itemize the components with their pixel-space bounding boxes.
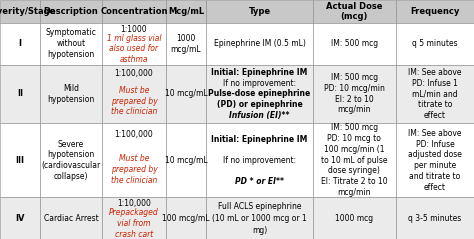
Text: Infusion (EI)**: Infusion (EI)** bbox=[229, 111, 290, 120]
Bar bbox=[396, 197, 474, 239]
Text: IV: IV bbox=[15, 214, 25, 223]
Bar bbox=[313, 197, 396, 239]
Bar bbox=[102, 65, 166, 123]
Text: Severity/Stage: Severity/Stage bbox=[0, 7, 55, 16]
Text: 10 mcg/mL: 10 mcg/mL bbox=[165, 89, 207, 98]
Text: Must be
prepared by
the clinician: Must be prepared by the clinician bbox=[110, 86, 157, 116]
Bar bbox=[206, 197, 313, 239]
Bar bbox=[396, 123, 474, 197]
Text: Severe
hypotension
(cardiovascular
collapse): Severe hypotension (cardiovascular colla… bbox=[42, 140, 100, 181]
Text: Type: Type bbox=[248, 7, 271, 16]
Text: 1000 mcg: 1000 mcg bbox=[335, 214, 374, 223]
Text: Frequency: Frequency bbox=[410, 7, 460, 16]
Text: IM: 500 mcg
PD: 10 mcg/min
EI: 2 to 10
mcg/min: IM: 500 mcg PD: 10 mcg/min EI: 2 to 10 m… bbox=[324, 73, 385, 114]
Bar bbox=[40, 65, 102, 123]
Bar bbox=[396, 65, 474, 123]
Text: q 3-5 minutes: q 3-5 minutes bbox=[408, 214, 462, 223]
Bar bbox=[0, 23, 40, 65]
Bar bbox=[0, 123, 40, 197]
Bar bbox=[0, 65, 40, 123]
Text: Pulse-dose epinephrine: Pulse-dose epinephrine bbox=[209, 89, 310, 98]
Text: Initial: Epinephrine IM: Initial: Epinephrine IM bbox=[211, 68, 308, 77]
Text: Must be
prepared by
the clinician: Must be prepared by the clinician bbox=[110, 154, 157, 185]
Bar bbox=[0, 197, 40, 239]
Bar bbox=[40, 23, 102, 65]
Bar bbox=[166, 123, 206, 197]
Text: IM: See above
PD: Infuse
adjusted dose
per minute
and titrate to
effect: IM: See above PD: Infuse adjusted dose p… bbox=[408, 129, 462, 192]
Bar bbox=[313, 65, 396, 123]
Text: Full ACLS epinephrine: Full ACLS epinephrine bbox=[218, 202, 301, 211]
Text: If no improvement:: If no improvement: bbox=[223, 156, 296, 165]
Bar bbox=[102, 123, 166, 197]
Text: 100 mcg/mL: 100 mcg/mL bbox=[162, 214, 210, 223]
Text: PD * or EI**: PD * or EI** bbox=[235, 177, 284, 186]
Bar bbox=[313, 123, 396, 197]
Text: IM: 500 mcg: IM: 500 mcg bbox=[331, 39, 378, 48]
Bar bbox=[166, 197, 206, 239]
Bar bbox=[40, 197, 102, 239]
Text: 1:100,000: 1:100,000 bbox=[115, 130, 153, 139]
Bar bbox=[206, 0, 313, 23]
Bar bbox=[396, 23, 474, 65]
Bar bbox=[313, 0, 396, 23]
Bar bbox=[102, 0, 166, 23]
Text: q 5 minutes: q 5 minutes bbox=[412, 39, 458, 48]
Bar bbox=[0, 0, 40, 23]
Text: mg): mg) bbox=[252, 226, 267, 234]
Text: I: I bbox=[18, 39, 22, 48]
Text: Initial: Epinephrine IM: Initial: Epinephrine IM bbox=[211, 135, 308, 144]
Text: 1 ml glass vial
also used for
asthma: 1 ml glass vial also used for asthma bbox=[107, 34, 161, 64]
Text: 1:10,000: 1:10,000 bbox=[117, 199, 151, 208]
Text: II: II bbox=[17, 89, 23, 98]
Bar bbox=[313, 23, 396, 65]
Text: Mild
hypotension: Mild hypotension bbox=[47, 84, 95, 104]
Text: Epinephrine IM (0.5 mL): Epinephrine IM (0.5 mL) bbox=[214, 39, 305, 48]
Text: (10 mL or 1000 mcg or 1: (10 mL or 1000 mcg or 1 bbox=[212, 214, 307, 223]
Text: Concentration: Concentration bbox=[100, 7, 168, 16]
Text: Symptomatic
without
hypotension: Symptomatic without hypotension bbox=[46, 28, 97, 59]
Text: 1000
mcg/mL: 1000 mcg/mL bbox=[171, 34, 201, 54]
Bar bbox=[206, 123, 313, 197]
Bar bbox=[206, 23, 313, 65]
Text: IM: See above
PD: Infuse 1
mL/min and
titrate to
effect: IM: See above PD: Infuse 1 mL/min and ti… bbox=[408, 68, 462, 120]
Bar bbox=[102, 23, 166, 65]
Bar bbox=[166, 23, 206, 65]
Text: If no improvement:: If no improvement: bbox=[223, 79, 296, 88]
Bar bbox=[206, 65, 313, 123]
Bar bbox=[166, 0, 206, 23]
Text: Mcg/mL: Mcg/mL bbox=[168, 7, 204, 16]
Bar bbox=[102, 197, 166, 239]
Text: 1:1000: 1:1000 bbox=[120, 25, 147, 34]
Text: Actual Dose
(mcg): Actual Dose (mcg) bbox=[326, 2, 383, 21]
Text: 10 mcg/mL: 10 mcg/mL bbox=[165, 156, 207, 165]
Bar bbox=[166, 65, 206, 123]
Text: IM: 500 mcg
PD: 10 mcg to
100 mcg/min (1
to 10 mL of pulse
dose syringe)
EI: Tit: IM: 500 mcg PD: 10 mcg to 100 mcg/min (1… bbox=[321, 124, 388, 197]
Text: Prepackaged
vial from
crash cart: Prepackaged vial from crash cart bbox=[109, 208, 159, 239]
Bar bbox=[396, 0, 474, 23]
Text: Description: Description bbox=[44, 7, 99, 16]
Bar bbox=[40, 0, 102, 23]
Text: (PD) or epinephrine: (PD) or epinephrine bbox=[217, 100, 302, 109]
Text: Cardiac Arrest: Cardiac Arrest bbox=[44, 214, 99, 223]
Text: 1:100,000: 1:100,000 bbox=[115, 69, 153, 78]
Text: III: III bbox=[16, 156, 25, 165]
Bar bbox=[40, 123, 102, 197]
